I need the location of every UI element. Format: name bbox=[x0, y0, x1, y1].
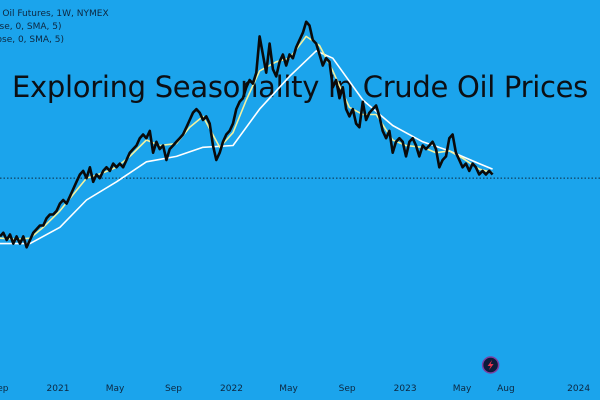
legend-sma-slow-line: lose, 0, SMA, 5) bbox=[0, 35, 64, 45]
x-tick-label: Aug bbox=[497, 384, 515, 394]
x-tick-label: Sep bbox=[339, 384, 356, 394]
x-tick-label: 2022 bbox=[220, 384, 243, 394]
x-tick-label: 2024 bbox=[567, 384, 590, 394]
x-axis-ticks: Sep 2021 May Sep 2022 May Sep 2023 May Aug 2024 bbox=[0, 384, 590, 394]
legend-sma-fast-line: ose, 0, SMA, 5) bbox=[0, 22, 62, 32]
chart-title: Exploring Seasonality in Crude Oil Price… bbox=[12, 70, 588, 104]
series-line-sma-fast bbox=[0, 35, 493, 241]
x-tick-label: Sep bbox=[165, 384, 182, 394]
legend-symbol-line: e Oil Futures, 1W, NYMEX bbox=[0, 9, 109, 19]
series-line-price bbox=[0, 20, 494, 249]
x-tick-label: 2021 bbox=[47, 384, 70, 394]
x-tick-label: May bbox=[453, 384, 472, 394]
series-line-sma-slow bbox=[0, 50, 493, 245]
lightning-bolt-logo-icon[interactable] bbox=[481, 356, 500, 374]
x-tick-label: May bbox=[279, 384, 298, 394]
x-tick-label: Sep bbox=[0, 384, 9, 394]
x-tick-label: May bbox=[106, 384, 125, 394]
x-tick-label: 2023 bbox=[394, 384, 417, 394]
legend: e Oil Futures, 1W, NYMEX ose, 0, SMA, 5)… bbox=[0, 8, 109, 47]
